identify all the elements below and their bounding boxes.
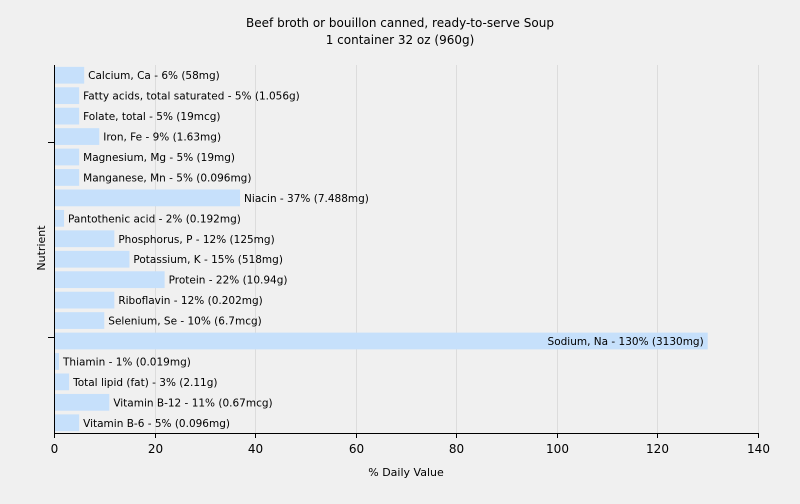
bar (55, 373, 70, 391)
bar-label: Potassium, K - 15% (518mg) (133, 254, 283, 266)
bar-label: Iron, Fe - 9% (1.63mg) (103, 132, 221, 144)
bar-label: Protein - 22% (10.94g) (169, 275, 288, 287)
x-axis-label: % Daily Value (368, 466, 444, 479)
x-tick-label: 100 (546, 442, 569, 456)
bar (55, 393, 110, 411)
bar (55, 148, 80, 166)
bar-label: Vitamin B-12 - 11% (0.67mcg) (113, 397, 272, 409)
x-tick-label: 60 (349, 442, 364, 456)
bar (55, 250, 130, 268)
chart-title: Beef broth or bouillon canned, ready-to-… (246, 16, 554, 30)
x-tick-label: 40 (248, 442, 263, 456)
bar (55, 107, 80, 125)
y-axis-label: Nutrient (35, 225, 48, 271)
x-tick-label: 0 (51, 442, 59, 456)
x-tick-label: 20 (148, 442, 163, 456)
bar (55, 169, 80, 186)
gridlines (155, 65, 759, 433)
bar (55, 189, 241, 207)
bar-label: Phosphorus, P - 12% (125mg) (118, 234, 274, 246)
bar-label: Selenium, Se - 10% (6.7mcg) (108, 316, 261, 328)
bar (55, 353, 60, 370)
bar (55, 66, 85, 84)
bar-label: Folate, total - 5% (19mcg) (83, 111, 220, 123)
x-tick-label: 120 (646, 442, 669, 456)
bar (55, 332, 708, 350)
bar (55, 414, 80, 432)
bar (55, 312, 105, 329)
axes: 0 20 40 60 80 100 120 140 (48, 65, 770, 456)
chart-subtitle: 1 container 32 oz (960g) (326, 33, 475, 47)
x-tick-label: 140 (747, 442, 770, 456)
bars: Calcium, Ca - 6% (58mg) Fatty acids, tota… (55, 66, 708, 432)
bar (55, 271, 165, 289)
bar-label: Sodium, Na - 130% (3130mg) (548, 336, 704, 348)
bar (55, 291, 115, 309)
bar-label: Riboflavin - 12% (0.202mg) (118, 295, 262, 307)
bar (55, 230, 115, 248)
bar-label: Fatty acids, total saturated - 5% (1.056… (83, 91, 300, 103)
bar-label: Pantothenic acid - 2% (0.192mg) (68, 213, 241, 225)
x-tick-label: 80 (449, 442, 464, 456)
bar (55, 209, 65, 227)
bar-label: Total lipid (fat) - 3% (2.11g) (72, 377, 217, 389)
bar-label: Calcium, Ca - 6% (58mg) (88, 70, 220, 82)
bar-label: Thiamin - 1% (0.019mg) (62, 356, 191, 368)
bar-label: Magnesium, Mg - 5% (19mg) (83, 152, 235, 164)
bar-label: Niacin - 37% (7.488mg) (244, 193, 369, 205)
bar (55, 87, 80, 105)
bar-label: Vitamin B-6 - 5% (0.096mg) (83, 418, 230, 430)
bar-label: Manganese, Mn - 5% (0.096mg) (83, 172, 251, 184)
bar (55, 128, 100, 145)
